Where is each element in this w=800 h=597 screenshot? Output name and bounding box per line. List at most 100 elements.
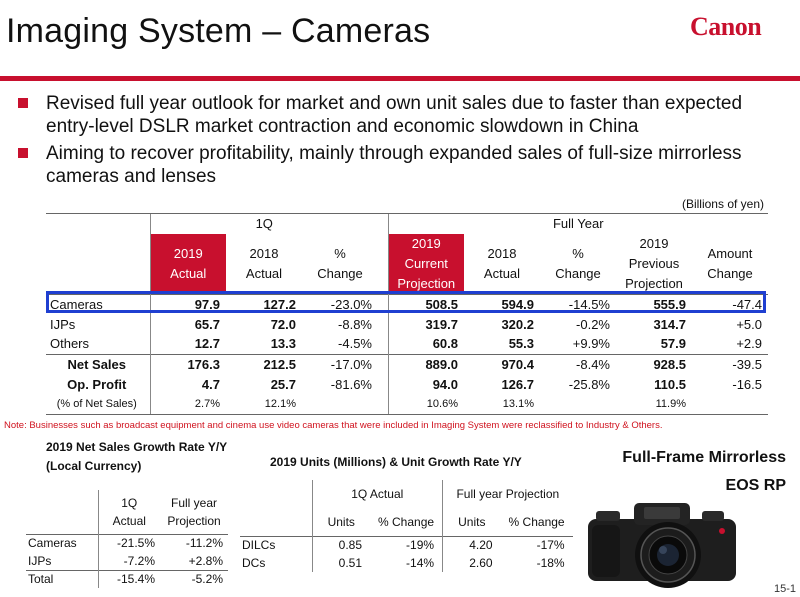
cell-value: -23.0% xyxy=(302,293,378,314)
cell-value: 55.3 xyxy=(508,336,534,352)
cell-value: -17% xyxy=(500,535,573,554)
cell-value: -18% xyxy=(536,556,565,570)
bullet-text: Aiming to recover profitability, mainly … xyxy=(46,143,742,187)
cell-value: 0.85 xyxy=(311,535,370,554)
table-row: Cameras -21.5% -11.2% xyxy=(26,533,228,552)
cell-value: 126.7 xyxy=(501,376,534,392)
cell-value: 12.7 xyxy=(149,334,226,354)
cell-value: -39.5 xyxy=(692,353,768,374)
row-label: Cameras xyxy=(26,533,98,552)
cell-value: 4.7 xyxy=(149,374,226,394)
table-row: (% of Net Sales) 2.7% 12.1% 10.6% 13.1% 11.9% xyxy=(46,394,768,415)
group-1q-header: 1Q xyxy=(149,213,378,234)
cell-value: 4.20 xyxy=(442,535,501,554)
table-row: Total -15.4% -5.2% xyxy=(26,569,228,588)
col-header-units: Units xyxy=(311,508,370,536)
cell-value xyxy=(692,394,768,415)
cell-value: 13.3 xyxy=(270,336,296,352)
row-label: Cameras xyxy=(46,293,150,314)
col-header-pct-change: % Change xyxy=(508,514,565,529)
cell-value: -8.8% xyxy=(338,316,372,332)
units-table: 1Q Actual Full year Projection Units % C… xyxy=(240,480,573,572)
cell-value: -17.0% xyxy=(302,353,378,374)
cell-value: -14% xyxy=(406,556,435,570)
table-row: Cameras 97.9 127.2 -23.0% 508.5 594.9 -14.5% 55… xyxy=(46,293,768,314)
row-label: IJPs xyxy=(50,316,76,332)
title-divider xyxy=(0,76,800,81)
table-row: IJPs 65.7 72.0 -8.8% 319.7 320.2 -0.2% 314.7 +5.… xyxy=(46,314,768,334)
cell-value: 319.7 xyxy=(387,314,464,334)
cell-value: +5.0 xyxy=(736,316,762,332)
col-header-units: Units xyxy=(442,508,501,536)
growth-rate-table: 1Q Actual Full year Projection Cameras -21.… xyxy=(26,490,228,588)
cell-value: 555.9 xyxy=(616,293,692,314)
cell-value xyxy=(302,394,378,415)
cell-value: 970.4 xyxy=(464,353,540,374)
cell-value: -0.2% xyxy=(576,316,610,332)
cell-value: 2.7% xyxy=(149,394,226,415)
col-header-fy-pct: % Change xyxy=(555,245,601,281)
cell-value: +2.8% xyxy=(188,553,223,568)
table-row: DCs 0.51 -14% 2.60 -18% xyxy=(240,554,573,572)
col-header-fy-projection: Full year Projection xyxy=(167,495,221,528)
table-row: IJPs -7.2% +2.8% xyxy=(26,552,228,570)
results-table: 1Q Full Year 2019 Actual 2018 Actual % Chan… xyxy=(46,213,768,415)
cell-value: -14.5% xyxy=(540,293,616,314)
cell-value: 97.9 xyxy=(149,293,226,314)
cell-value: -5.2% xyxy=(160,569,228,588)
cell-value: 212.5 xyxy=(226,353,302,374)
cell-value: 10.6% xyxy=(387,394,464,415)
bullet-square-icon xyxy=(18,148,28,158)
group-fy-projection: Full year Projection xyxy=(442,480,573,508)
cell-value: 94.0 xyxy=(387,374,464,394)
cell-value: 594.9 xyxy=(464,293,540,314)
cell-value: 127.2 xyxy=(226,293,302,314)
cell-value: 176.3 xyxy=(149,353,226,374)
units-note: (Billions of yen) xyxy=(681,197,764,211)
col-header-pct-change: % Change xyxy=(378,514,435,529)
cell-value: -47.4 xyxy=(692,293,768,314)
page-number: 15-1 xyxy=(773,583,796,595)
table-group-header-row: 1Q Actual Full year Projection xyxy=(240,480,573,508)
table-row: DILCs 0.85 -19% 4.20 -17% xyxy=(240,535,573,554)
cell-value: 60.8 xyxy=(387,334,464,354)
cell-value: -81.6% xyxy=(330,376,372,392)
cell-value: -7.2% xyxy=(97,552,160,570)
cell-value: 2.60 xyxy=(442,554,501,572)
cell-value: -25.8% xyxy=(568,376,610,392)
row-label: DCs xyxy=(242,556,266,570)
cell-value: -21.5% xyxy=(97,533,160,552)
cell-value: 0.51 xyxy=(311,554,370,572)
cell-value: -8.4% xyxy=(540,353,616,374)
page-title: Imaging System – Cameras xyxy=(6,12,431,50)
col-header-1q-2018: 2018 Actual xyxy=(245,245,283,281)
col-header-1q-actual: 1Q Actual xyxy=(97,490,160,534)
row-label: DILCs xyxy=(240,535,312,554)
camera-image xyxy=(588,503,736,588)
row-label: (% of Net Sales) xyxy=(46,394,150,415)
footnote: Note: Businesses such as broadcast equip… xyxy=(4,420,663,431)
cell-value: 508.5 xyxy=(387,293,464,314)
cell-value: 928.5 xyxy=(616,353,692,374)
growth-table-title: 2019 Net Sales Growth Rate Y/Y (Local Cu… xyxy=(46,440,228,473)
product-title: Full-Frame Mirrorless EOS RP xyxy=(622,449,786,494)
cell-value: 12.1% xyxy=(226,394,302,415)
row-label: Total xyxy=(26,569,98,588)
table-row: Op. Profit 4.7 25.7 -81.6% 94.0 126.7 -25.8% 11… xyxy=(46,374,768,394)
cell-value: -19% xyxy=(370,535,443,554)
bullet-square-icon xyxy=(18,98,28,108)
cell-value: +9.9% xyxy=(572,336,610,352)
cell-value: 57.9 xyxy=(660,336,686,352)
col-header-fy-2019: 2019 Current Projection xyxy=(387,233,464,294)
cell-value: 320.2 xyxy=(501,316,534,332)
cell-value: 25.7 xyxy=(270,376,296,392)
units-table-title: 2019 Units (Millions) & Unit Growth Rate… xyxy=(270,455,522,469)
cameras-row-highlight xyxy=(46,291,766,313)
col-header-fy-prev: 2019 Previous Projection xyxy=(625,235,683,291)
table-column-header-row: Units % Change Units % Change xyxy=(240,508,573,536)
group-1q-actual: 1Q Actual xyxy=(311,480,443,508)
col-header-fy-2018: 2018 Actual xyxy=(483,245,521,281)
cell-value: 889.0 xyxy=(387,353,464,374)
cell-value: 65.7 xyxy=(149,314,226,334)
table-row: Net Sales 176.3 212.5 -17.0% 889.0 970.4 -8.4%… xyxy=(46,353,768,374)
